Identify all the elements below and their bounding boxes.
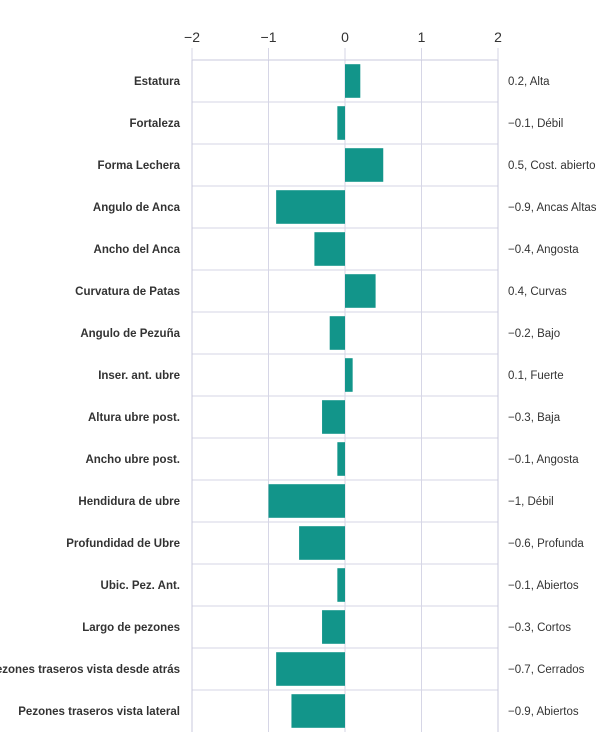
value-label: 0.5, Cost. abierto [508, 160, 596, 172]
value-label: −0.2, Bajo [508, 328, 560, 340]
x-tick-label: 0 [341, 29, 349, 45]
category-labels: Estatura Fortaleza Forma Lechera Angulo de … [0, 76, 181, 718]
category-label: Angulo de Anca [93, 202, 181, 214]
bar [345, 274, 376, 308]
category-label: Largo de pezones [82, 622, 180, 634]
bar [299, 526, 345, 560]
bar [345, 148, 384, 182]
category-label: Profundidad de Ubre [66, 538, 180, 550]
bar [337, 568, 345, 602]
value-label: −0.3, Cortos [508, 622, 571, 634]
value-label: −0.9, Abiertos [508, 706, 579, 718]
value-label: −0.1, Angosta [508, 454, 579, 466]
value-label: −0.9, Ancas Altas [508, 202, 596, 214]
value-label: −0.1, Abiertos [508, 580, 579, 592]
category-label: Ancho ubre post. [85, 454, 180, 466]
category-label: Pezones traseros vista desde atrás [0, 664, 180, 676]
category-label: Estatura [134, 76, 181, 88]
bar [314, 232, 345, 266]
bar [291, 694, 345, 728]
bars [268, 64, 384, 728]
category-label: Hendidura de ubre [78, 496, 180, 508]
bar [337, 442, 345, 476]
x-tick-label: 2 [494, 29, 502, 45]
bar [337, 106, 345, 140]
value-label: −1, Débil [508, 496, 554, 508]
category-label: Curvatura de Patas [75, 286, 180, 298]
x-tick-label: −2 [184, 29, 200, 45]
category-label: Altura ubre post. [88, 412, 180, 424]
value-label: −0.1, Débil [508, 118, 563, 130]
value-labels: 0.2, Alta −0.1, Débil 0.5, Cost. abierto −0… [508, 76, 596, 718]
value-label: −0.3, Baja [508, 412, 561, 424]
bar [322, 400, 345, 434]
x-tick-label: −1 [261, 29, 277, 45]
x-axis-ticks: −2 −1 0 1 2 [184, 29, 502, 60]
value-label: 0.1, Fuerte [508, 370, 564, 382]
category-label: Pezones traseros vista lateral [18, 706, 180, 718]
value-label: −0.4, Angosta [508, 244, 579, 256]
x-tick-label: 1 [418, 29, 426, 45]
category-label: Inser. ant. ubre [98, 370, 180, 382]
category-label: Ancho del Anca [94, 244, 181, 256]
value-label: −0.6, Profunda [508, 538, 584, 550]
value-label: 0.4, Curvas [508, 286, 567, 298]
value-label: −0.7, Cerrados [508, 664, 585, 676]
bar [276, 190, 345, 224]
bar [345, 358, 353, 392]
bar [322, 610, 345, 644]
bar [345, 64, 361, 98]
category-label: Forma Lechera [98, 160, 181, 172]
bar [276, 652, 345, 686]
category-label: Ubic. Pez. Ant. [101, 580, 180, 592]
bar [329, 316, 345, 350]
category-label: Fortaleza [130, 118, 181, 130]
value-label: 0.2, Alta [508, 76, 550, 88]
category-label: Angulo de Pezuña [80, 328, 180, 340]
bar [268, 484, 345, 518]
